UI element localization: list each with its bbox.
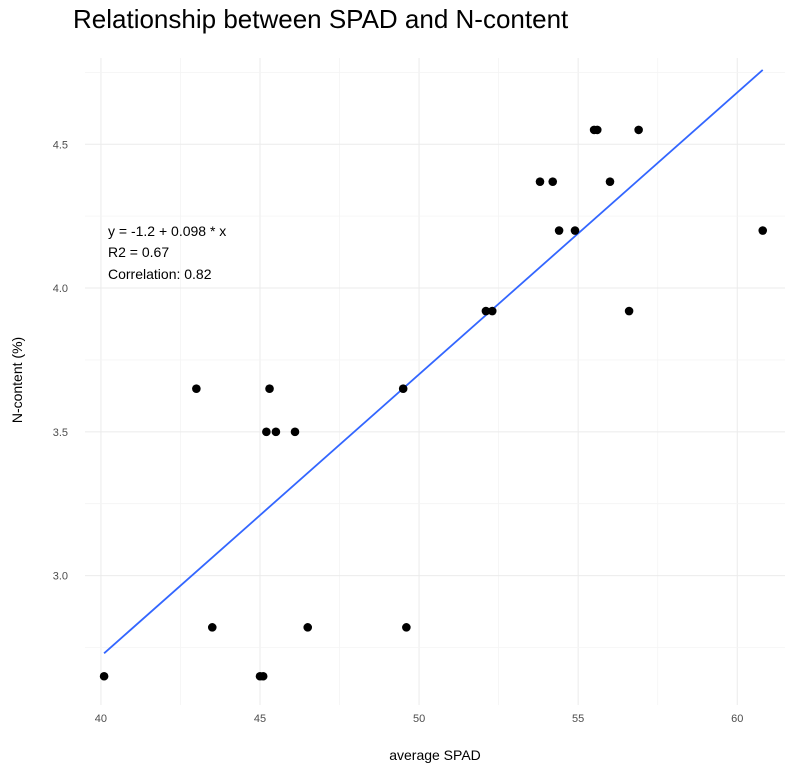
y-axis-title: N-content (%): [9, 337, 25, 423]
data-point: [624, 306, 634, 316]
data-point: [99, 671, 109, 681]
data-point: [535, 177, 545, 186]
x-tick-labels: 40 45 50 55 60: [95, 713, 744, 725]
x-tick-label: 55: [572, 713, 584, 725]
data-point: [554, 226, 564, 235]
data-point: [402, 623, 411, 632]
grid-lines: [85, 58, 785, 705]
annotation-equation: y = -1.2 + 0.098 * x: [108, 223, 226, 239]
y-tick-label: 4.0: [53, 283, 68, 295]
data-point: [592, 125, 602, 135]
data-point: [265, 384, 274, 393]
points-layer: [99, 125, 768, 681]
data-point: [548, 177, 558, 186]
data-point: [481, 306, 491, 316]
data-point: [258, 671, 268, 681]
annotation-block: y = -1.2 + 0.098 * x R2 = 0.67 Correlati…: [108, 223, 226, 282]
x-tick-label: 60: [731, 713, 743, 725]
data-point: [570, 226, 580, 235]
y-tick-labels: 3.0 3.5 4.0 4.5: [53, 139, 68, 582]
y-tick-label: 3.5: [53, 427, 68, 439]
trendline-layer: [103, 69, 764, 654]
annotation-correlation: Correlation: 0.82: [108, 266, 212, 282]
x-tick-label: 40: [95, 713, 107, 725]
data-point: [192, 384, 201, 393]
data-point: [634, 125, 643, 135]
data-point: [290, 427, 300, 437]
x-tick-label: 45: [254, 713, 266, 725]
x-tick-label: 50: [413, 713, 425, 725]
x-axis-title: average SPAD: [389, 747, 481, 763]
data-point: [398, 384, 408, 393]
data-point: [758, 226, 768, 235]
chart-title: Relationship between SPAD and N-content: [73, 4, 569, 34]
y-tick-label: 4.5: [53, 139, 68, 151]
annotation-r2: R2 = 0.67: [108, 244, 169, 260]
data-point: [303, 623, 313, 632]
data-point: [487, 306, 497, 316]
y-tick-label: 3.0: [53, 571, 68, 583]
data-point: [262, 427, 271, 437]
regression-line: [103, 69, 764, 654]
data-point: [207, 623, 217, 632]
data-point: [271, 427, 281, 437]
data-point: [605, 177, 615, 186]
